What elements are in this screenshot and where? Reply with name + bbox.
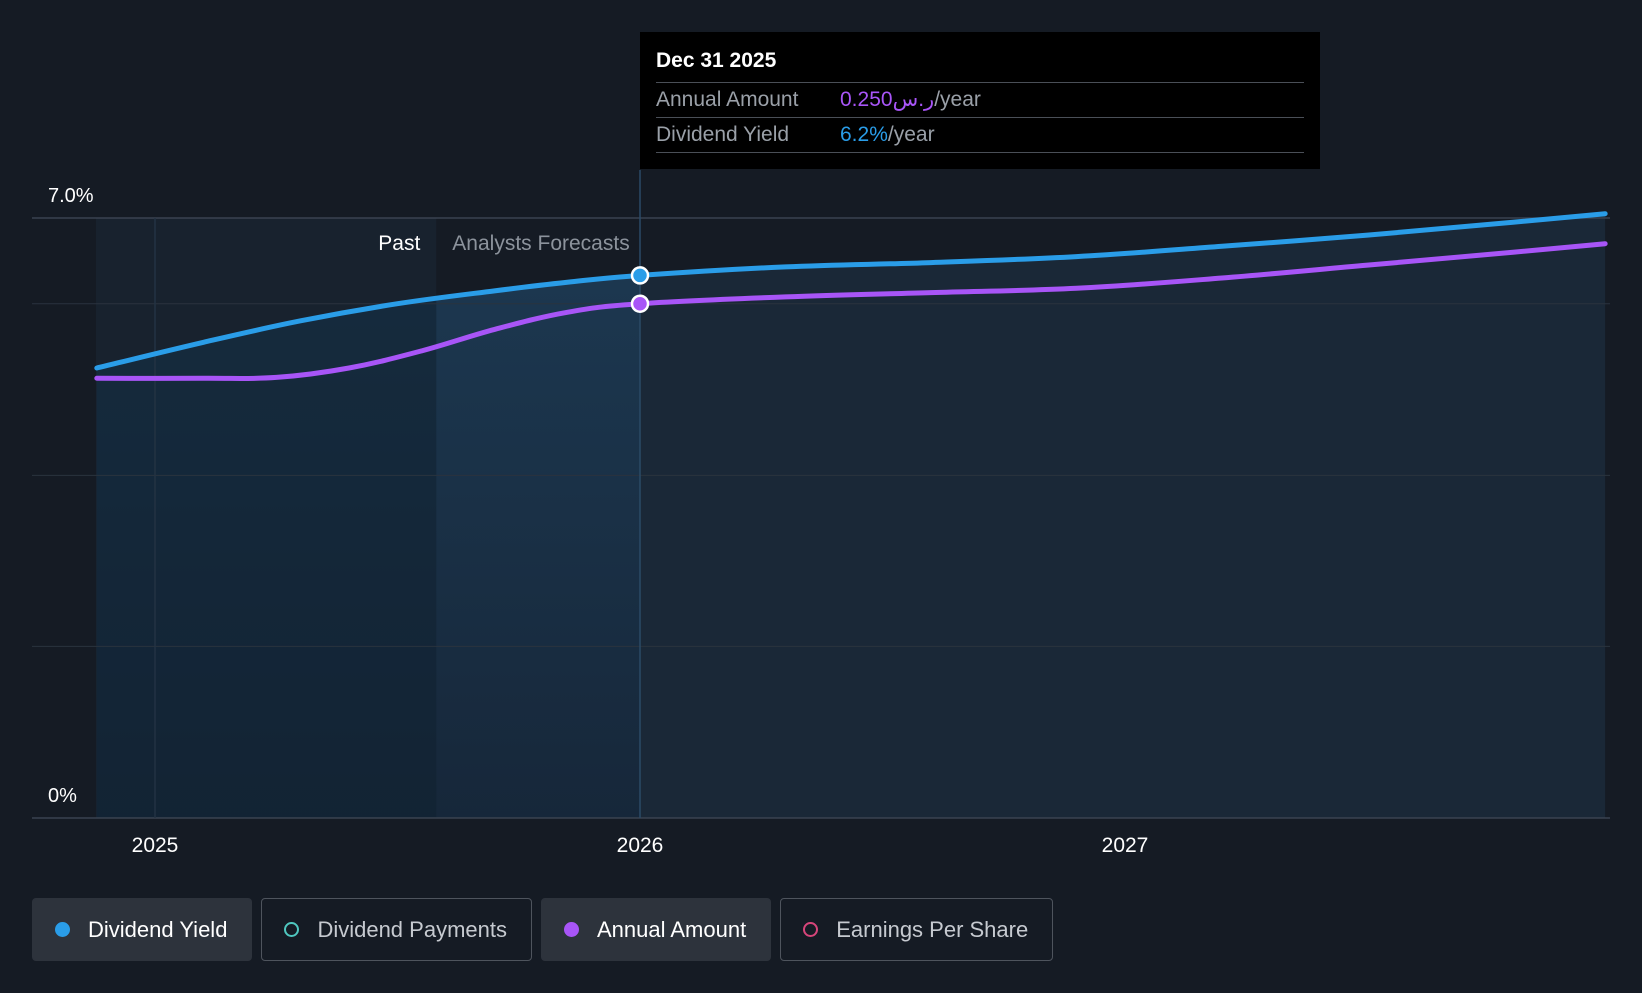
x-tick-label: 2025 xyxy=(132,834,179,857)
tooltip-row-dividend-yield: Dividend Yield 6.2%/year xyxy=(656,118,1304,153)
tooltip-label: Annual Amount xyxy=(656,88,799,111)
legend-dividend-yield[interactable]: Dividend Yield xyxy=(32,898,253,961)
annual-amount-highlight-point xyxy=(630,294,650,313)
tooltip-value: 0.250ر.س xyxy=(840,88,935,111)
legend-label: Dividend Yield xyxy=(88,916,228,942)
x-tick-label: 2026 xyxy=(617,834,664,857)
x-tick-label: 2027 xyxy=(1102,834,1149,857)
legend-earnings-per-share[interactable]: Earnings Per Share xyxy=(780,898,1054,961)
y-tick-label: 0% xyxy=(48,785,77,807)
series-dividend-yield-line xyxy=(94,211,1608,371)
tooltip-unit: /year xyxy=(887,123,935,146)
chart-legend: Dividend Yield Dividend Payments Annual … xyxy=(32,898,1054,961)
tooltip-row-annual-amount: Annual Amount 0.250ر.س/year xyxy=(656,83,1304,118)
tooltip-value: 6.2% xyxy=(840,123,888,146)
legend-annual-amount[interactable]: Annual Amount xyxy=(540,898,772,961)
legend-dot-annual-amount xyxy=(563,922,579,937)
past-area-overlay xyxy=(96,298,437,818)
legend-label: Earnings Per Share xyxy=(836,916,1029,942)
tooltip-unit: /year xyxy=(934,88,981,111)
dividend-yield-highlight-point xyxy=(630,266,650,285)
y-tick-label: 7.0% xyxy=(48,185,94,207)
legend-dividend-payments[interactable]: Dividend Payments xyxy=(261,898,532,961)
chart-tooltip: Dec 31 2025 Annual Amount 0.250ر.س/year D… xyxy=(640,32,1320,169)
series-annual-amount-line xyxy=(94,241,1608,381)
region-label-forecast: Analysts Forecasts xyxy=(452,232,629,255)
legend-label: Dividend Payments xyxy=(317,916,507,942)
tooltip-date: Dec 31 2025 xyxy=(656,46,1304,83)
legend-label: Annual Amount xyxy=(596,916,747,942)
legend-dot-dividend-yield xyxy=(55,922,70,937)
legend-dot-dividend-payments xyxy=(284,922,300,937)
tooltip-label: Dividend Yield xyxy=(656,123,790,146)
region-label-past: Past xyxy=(378,232,420,255)
legend-dot-earnings-per-share xyxy=(803,922,819,937)
